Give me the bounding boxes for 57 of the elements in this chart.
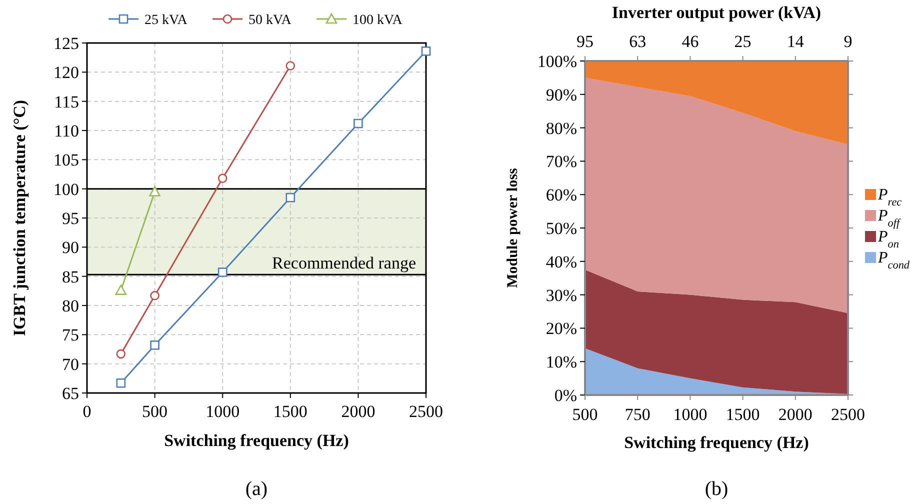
y-tick-label: 100 (54, 180, 79, 199)
x-tick-label: 0 (82, 402, 92, 421)
legend-label: P$_{on}$ (877, 228, 900, 251)
y-axis-title: Module power loss (505, 168, 521, 288)
x-axis-title: Switching frequency (Hz) (624, 433, 809, 452)
legend-label: P$_{off}$ (877, 208, 902, 230)
text: (a) (245, 478, 268, 500)
y-tick-label: 30% (546, 286, 577, 305)
y-tick-label: 120 (54, 63, 79, 82)
text: (b) (704, 478, 728, 500)
y-tick-label: 125 (54, 34, 79, 53)
y-tick-label: 40% (546, 252, 577, 272)
x-tick-label: 2500 (831, 405, 865, 424)
x2-axis-title: Inverter output power (kVA) (612, 3, 822, 22)
annotation: 46 (682, 32, 699, 51)
y-tick-label: 95 (62, 208, 79, 228)
y-tick-label: 90 (62, 238, 79, 258)
x-tick-label: 750 (624, 405, 650, 424)
y-tick-label: 70 (62, 354, 79, 374)
y-tick-label: 65 (62, 384, 79, 403)
y-tick-label: 105 (54, 150, 79, 170)
y-tick-label: 75 (62, 326, 79, 345)
y-tick-label: 80 (62, 296, 79, 316)
y-tick-label: 90% (546, 85, 577, 104)
x-tick-label: 2000 (778, 405, 812, 424)
band-label: Recommended range (272, 254, 416, 273)
legend-label: P$_{cond}$ (877, 250, 910, 272)
legend-label: 100 kVA (352, 12, 404, 28)
annotation: 9 (844, 32, 852, 51)
y-tick-label: 10% (546, 352, 577, 372)
x-axis-title: Switching frequency (Hz) (164, 431, 349, 450)
annotation: 14 (786, 32, 804, 51)
x-tick-label: 1500 (273, 402, 308, 421)
x-tick-label: 500 (572, 405, 598, 424)
y-tick-label: 100% (537, 52, 577, 71)
y-tick-label: 60% (546, 186, 577, 205)
y-tick-label: 70% (546, 152, 577, 172)
y-tick-label: 85 (62, 267, 79, 286)
x-tick-label: 1000 (206, 402, 240, 421)
x-tick-label: 2500 (409, 402, 443, 421)
legend-label: P$_{rec}$ (877, 186, 902, 209)
x-tick-label: 1500 (726, 405, 760, 424)
x-tick-label: 500 (142, 402, 168, 421)
y-tick-label: 115 (54, 92, 79, 112)
legend-label: 50 kVA (248, 12, 292, 28)
y-axis-title: IGBT junction temperature (°C) (10, 100, 29, 336)
annotation: 25 (734, 32, 752, 51)
legend-label: 25 kVA (144, 12, 188, 28)
y-tick-label: 0% (554, 386, 577, 405)
y-tick-label: 80% (546, 118, 577, 138)
x-tick-label: 2000 (341, 402, 376, 421)
annotation: 95 (576, 32, 594, 51)
y-tick-label: 50% (546, 218, 577, 238)
annotation: 63 (629, 32, 646, 51)
y-tick-label: 110 (54, 121, 79, 140)
y-tick-label: 20% (546, 319, 577, 338)
x-tick-label: 1000 (673, 405, 708, 424)
